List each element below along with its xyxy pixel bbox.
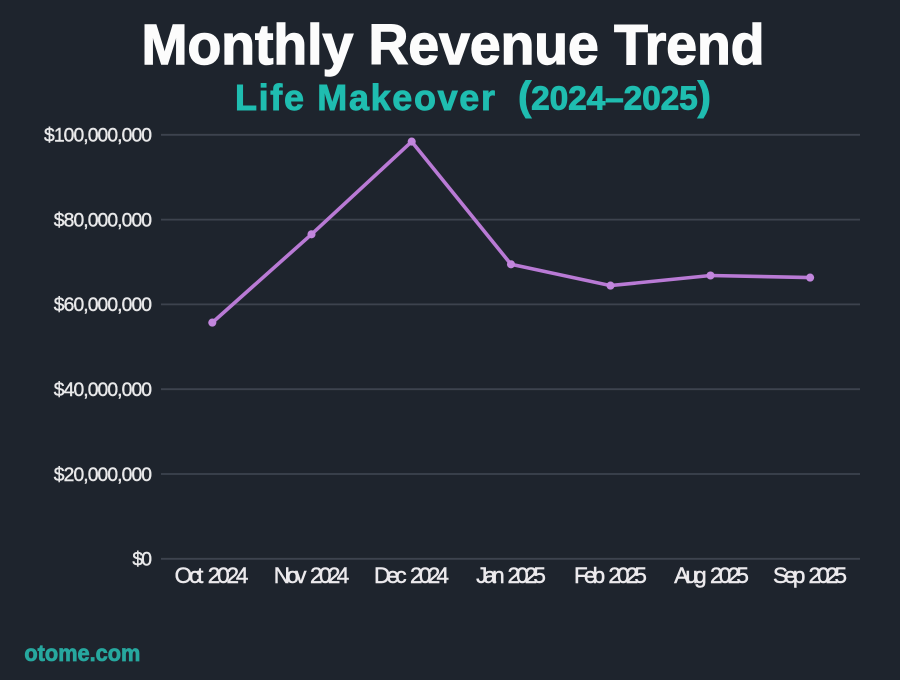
svg-text:$0: $0 — [132, 550, 152, 571]
svg-text:Aug 2025: Aug 2025 — [674, 563, 749, 588]
svg-text:$100,000,000: $100,000,000 — [44, 126, 152, 147]
svg-text:$80,000,000: $80,000,000 — [54, 210, 152, 231]
svg-text:Sep 2025: Sep 2025 — [773, 563, 847, 588]
svg-text:$40,000,000: $40,000,000 — [54, 380, 152, 401]
svg-text:Feb 2025: Feb 2025 — [574, 563, 647, 588]
svg-text:Life Makeover: Life Makeover — [235, 77, 495, 118]
svg-text:Oct 2024: Oct 2024 — [175, 563, 249, 588]
svg-text:Jan 2025: Jan 2025 — [476, 563, 546, 588]
svg-text:$60,000,000: $60,000,000 — [54, 295, 152, 316]
svg-text:(2024–2025): (2024–2025) — [518, 75, 711, 119]
svg-text:Dec 2024: Dec 2024 — [374, 563, 449, 588]
svg-text:Monthly Revenue Trend: Monthly Revenue Trend — [142, 13, 765, 77]
svg-text:Nov 2024: Nov 2024 — [274, 563, 350, 588]
svg-text:otome.com: otome.com — [24, 640, 140, 666]
svg-text:$20,000,000: $20,000,000 — [54, 465, 152, 486]
